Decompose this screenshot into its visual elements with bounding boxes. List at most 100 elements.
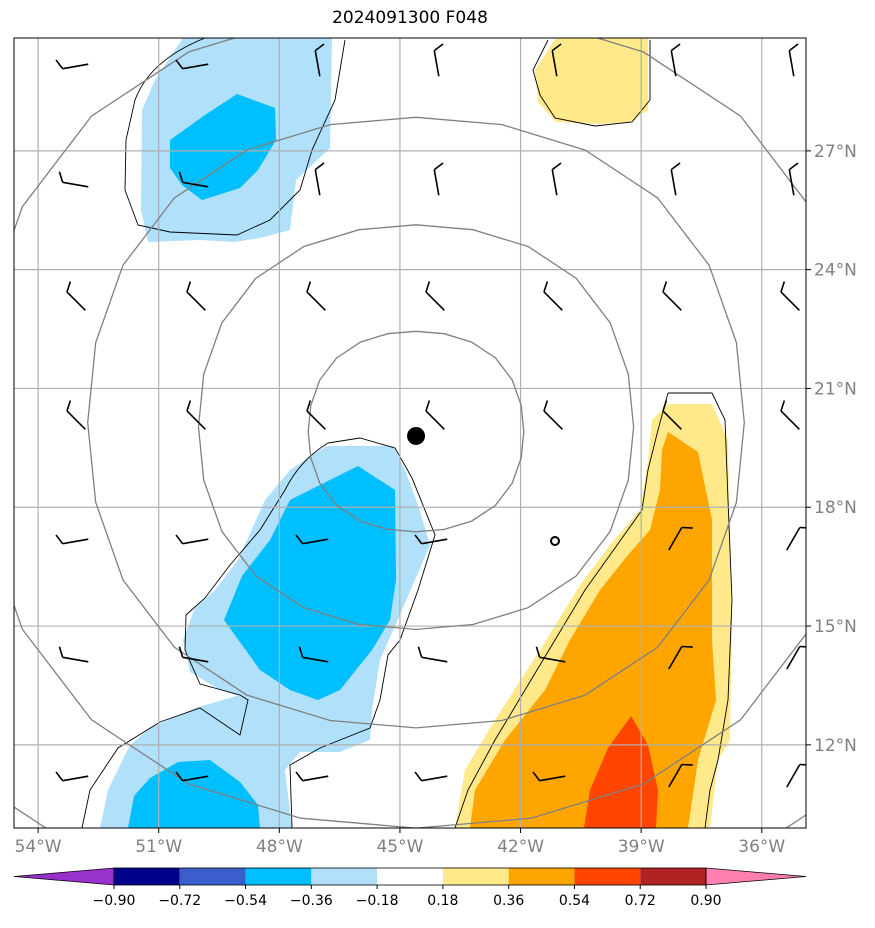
wind-barb (414, 771, 448, 782)
x-tick-label: 45°W (376, 837, 423, 857)
wind-barb (55, 534, 89, 545)
colorbar: −0.90 −0.72 −0.54 −0.36 −0.18 0.18 0.36 0.54 0.7… (13, 867, 807, 909)
wind-barb (314, 43, 325, 77)
colorbar-tick-label: 0.36 (493, 893, 524, 909)
contour-line-central-left (81, 442, 329, 828)
gridlines (14, 38, 806, 828)
wind-barb (535, 646, 566, 663)
wind-barb (780, 400, 800, 430)
y-tick-label: 27°N (814, 142, 857, 162)
x-tick-label: 36°W (738, 837, 785, 857)
wind-barb (186, 281, 206, 311)
wind-barb (668, 645, 693, 670)
wind-barb (786, 763, 806, 788)
colorbar-segment (574, 868, 641, 885)
colorbar-tick-label: 0.72 (625, 893, 656, 909)
wind-barb (306, 400, 326, 430)
wind-barb (551, 43, 562, 77)
wind-calm-marker (550, 536, 560, 546)
colorbar-segment (640, 868, 706, 885)
wind-barb (670, 43, 681, 77)
wind-barb (670, 162, 681, 196)
wind-barb (414, 534, 448, 545)
y-tick-label: 18°N (814, 498, 857, 518)
x-axis-ticks: 54°W 51°W 48°W 45°W 42°W 39°W 36°W (15, 828, 785, 857)
colorbar-segment (377, 868, 443, 885)
x-tick-label: 51°W (135, 837, 182, 857)
colorbar-outline (113, 867, 707, 886)
wind-barb (425, 281, 445, 311)
contour-fill-negative-mid-central (224, 466, 396, 700)
wind-barb (532, 771, 566, 782)
plot-frame (13, 37, 807, 829)
wind-barb (543, 400, 563, 430)
wind-barb (66, 400, 86, 430)
range-ring (87, 116, 745, 729)
colorbar-tick-label: −0.36 (290, 893, 333, 909)
colorbar-tick-label: −0.18 (356, 893, 399, 909)
contour-line-right (668, 392, 733, 828)
colorbar-segment (442, 868, 509, 885)
x-tick-label: 48°W (256, 837, 303, 857)
colorbar-tick-label: 0.54 (559, 893, 590, 909)
wind-barb (788, 43, 799, 77)
y-tick-label: 24°N (814, 261, 857, 281)
wind-barb (780, 281, 800, 311)
y-tick-label: 21°N (814, 379, 857, 399)
wind-barb (66, 281, 86, 311)
chart-title: 2024091300 F048 (332, 8, 488, 28)
wind-barb (662, 281, 682, 311)
contour-fill-positive-mid-right (470, 432, 716, 828)
wind-barb (55, 59, 89, 70)
y-axis-ticks: 27°N 24°N 21°N 18°N 15°N 12°N (806, 142, 857, 756)
colorbar-tick-label: −0.90 (93, 893, 136, 909)
wind-barb (298, 646, 329, 663)
x-tick-label: 42°W (497, 837, 544, 857)
contour-line-top-yellow (532, 39, 651, 127)
contour-lines (81, 38, 733, 828)
colorbar-tick-label: 0.18 (427, 893, 458, 909)
y-tick-label: 15°N (814, 617, 857, 637)
wind-barb (786, 645, 806, 670)
wind-barb (668, 526, 693, 551)
x-tick-label: 54°W (15, 837, 62, 857)
y-tick-label: 12°N (814, 736, 857, 756)
colorbar-segment (508, 868, 575, 885)
wind-barb (175, 534, 209, 545)
colorbar-tick-label: 0.90 (690, 893, 721, 909)
wind-barb (433, 43, 444, 77)
contour-fills (100, 38, 732, 828)
wind-barb (662, 400, 682, 430)
colorbar-segment (179, 868, 246, 885)
x-tick-label: 39°W (618, 837, 665, 857)
contour-fill-positive-dark-right (584, 716, 658, 828)
colorbar-extend-min (13, 867, 115, 886)
wind-barb (55, 771, 89, 782)
wind-barb (178, 171, 209, 188)
colorbar-extend-max (705, 867, 807, 886)
wind-barb (186, 400, 206, 430)
wind-barb (543, 281, 563, 311)
wind-barb (58, 171, 89, 188)
range-ring (307, 330, 525, 533)
range-ring (197, 224, 635, 631)
wind-barb (668, 763, 693, 788)
wind-barb (425, 400, 445, 430)
wind-barb (295, 771, 329, 782)
wind-barb (295, 534, 329, 545)
contour-fill-negative-mid-lower (128, 760, 260, 828)
wind-barb (175, 771, 209, 782)
wind-barb (417, 646, 448, 663)
contour-fill-negative-mid-upper (170, 94, 276, 200)
wind-barb (786, 526, 806, 551)
wind-barb (788, 162, 799, 196)
wind-barb (175, 59, 209, 70)
wind-barb (433, 162, 444, 196)
wind-barb (178, 646, 209, 663)
colorbar-tick-label: −0.54 (224, 893, 267, 909)
contour-line-right-left (454, 392, 669, 828)
wind-barb (314, 162, 325, 196)
